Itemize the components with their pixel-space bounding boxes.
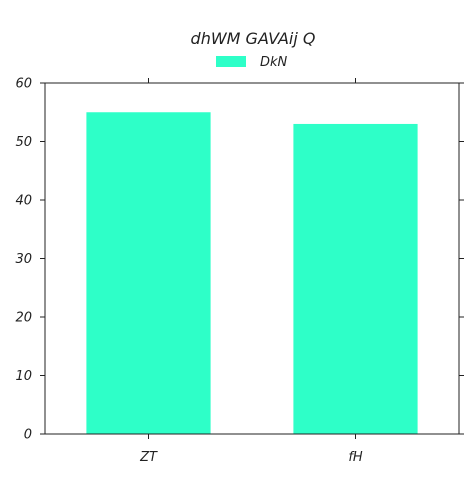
legend-swatch xyxy=(216,56,246,67)
x-tick-label: fH xyxy=(348,450,363,465)
bars xyxy=(86,112,418,434)
legend-label: DkN xyxy=(260,55,288,70)
chart-title: dhWM GAVAij Q xyxy=(191,29,316,48)
y-tick-label: 0 xyxy=(24,428,32,443)
legend: DkN xyxy=(216,55,288,70)
y-tick-label: 20 xyxy=(15,311,32,326)
y-tick-label: 10 xyxy=(15,369,32,384)
y-tick-label: 30 xyxy=(15,252,32,267)
y-tick-label: 60 xyxy=(15,77,32,92)
bar-ZT xyxy=(86,112,211,434)
y-tick-label: 50 xyxy=(15,135,32,150)
bar-fH xyxy=(293,123,418,434)
x-tick-label: ZT xyxy=(139,450,158,465)
y-axis: 0 10 20 30 40 50 60 xyxy=(15,77,464,443)
x-axis: ZT fH xyxy=(139,78,363,465)
y-tick-label: 40 xyxy=(15,194,32,209)
